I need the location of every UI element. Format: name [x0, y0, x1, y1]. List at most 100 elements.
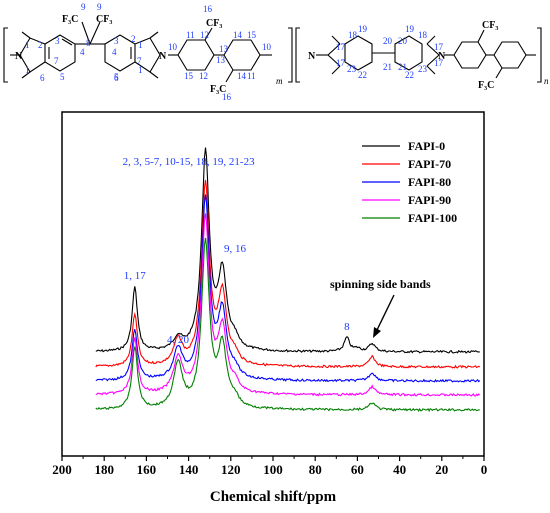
atom-n-3: N [308, 51, 316, 62]
peak-label-4: 8 [344, 321, 350, 333]
annotation-text: spinning side bands [330, 277, 431, 291]
carbon-number: 17 [336, 58, 346, 68]
carbon-number: 16 [222, 92, 232, 102]
carbon-number: 6 [114, 73, 119, 83]
atom-n-1: N [15, 51, 23, 62]
spectrum-fapi-0 [95, 147, 480, 354]
peak-labels: 1, 17 4, 20 2, 3, 5-7, 10-15, 18, 19, 21-2… [123, 156, 351, 346]
annotation-arrow [376, 294, 395, 331]
legend-label-fapi-80: FAPI-80 [408, 175, 451, 189]
carbon-number: 1 [25, 65, 30, 75]
carbon-number: 7 [137, 56, 142, 66]
carbon-number: 10 [168, 42, 178, 52]
structure-bracket-middle-right [288, 27, 293, 83]
legend-label-fapi-70: FAPI-70 [408, 157, 451, 171]
spectrum-fapi-70 [95, 179, 481, 369]
carbon-number: 14 [233, 30, 243, 40]
carbon-number: 19 [358, 24, 368, 34]
x-tick-label-0: 0 [481, 462, 488, 477]
peak-label-0: 1, 17 [124, 270, 147, 282]
structure-bracket-right [537, 27, 542, 83]
carbon-number: 17 [434, 58, 444, 68]
carbon-number: 13 [216, 55, 226, 65]
x-tick-label-80: 80 [309, 462, 322, 477]
spectrum-fapi-80 [95, 194, 481, 383]
structure-bracket-left [3, 27, 8, 83]
carbon-number: 5 [114, 72, 119, 82]
legend: FAPI-0 FAPI-70 FAPI-80 FAPI-90 FAPI-100 [362, 139, 457, 225]
x-axis-ticks: 200 180 160 140 120 100 80 60 40 20 0 [52, 456, 487, 477]
peak-label-3: 9, 16 [224, 243, 247, 255]
carbon-number: 1 [138, 40, 143, 50]
legend-label-fapi-100: FAPI-100 [408, 211, 457, 225]
carbon-number: 15 [247, 30, 257, 40]
structure-bracket-middle-left [295, 27, 300, 83]
carbon-number: 5 [60, 72, 65, 82]
subscript-n: n [544, 76, 549, 86]
carbon-number: 18 [348, 30, 358, 40]
peak-label-1: 4, 20 [167, 334, 190, 346]
carbon-number: 4 [80, 47, 85, 57]
spectrum-fapi-90 [95, 213, 481, 397]
carbon-number: 22 [358, 70, 367, 80]
substituent-f3c-1: F₃C [62, 14, 78, 25]
carbon-number: 12 [199, 71, 208, 81]
x-axis-title: Chemical shift/ppm [210, 489, 337, 505]
spectra-lines [95, 147, 481, 413]
x-tick-label-100: 100 [263, 462, 283, 477]
legend-label-fapi-0: FAPI-0 [408, 139, 445, 153]
imide-ring-2 [104, 31, 161, 79]
carbon-number: 2 [38, 40, 43, 50]
x-tick-label-160: 160 [137, 462, 157, 477]
substituent-f3c-2: F₃C [210, 84, 226, 95]
bpda-imide [316, 35, 454, 75]
subscript-m: m [276, 76, 283, 86]
carbon-number: 17 [336, 42, 346, 52]
biphenyl-cf3-2 [453, 29, 536, 79]
carbon-number: 23 [418, 64, 428, 74]
carbon-number: 23 [347, 64, 357, 74]
carbon-number: 1 [138, 65, 143, 75]
carbon-number: 18 [418, 30, 428, 40]
carbon-number: 1 [25, 40, 30, 50]
legend-label-fapi-90: FAPI-90 [408, 193, 451, 207]
carbon-number: 14 [237, 71, 247, 81]
biphenyl-cf3 [168, 27, 272, 83]
carbon-number: 11 [247, 71, 256, 81]
carbon-number: 12 [200, 30, 209, 40]
x-tick-label-180: 180 [94, 462, 114, 477]
atom-n-2: N [159, 51, 167, 62]
carbon-number: 3 [114, 36, 119, 46]
x-tick-label-20: 20 [435, 462, 448, 477]
carbon-number: 4 [112, 47, 117, 57]
substituent-cf3-1: CF₃ [96, 14, 112, 25]
carbon-number: 6 [40, 73, 45, 83]
substituent-f3c-3: F₃C [478, 80, 494, 91]
carbon-number: 17 [434, 42, 444, 52]
substituent-cf3-3: CF₃ [482, 20, 498, 31]
x-tick-label-60: 60 [351, 462, 364, 477]
carbon-number: 8 [86, 38, 91, 48]
x-tick-label-140: 140 [179, 462, 199, 477]
x-tick-label-120: 120 [221, 462, 241, 477]
spectrum-fapi-100 [95, 237, 480, 413]
x-tick-label-40: 40 [393, 462, 406, 477]
imide-ring-1 [10, 31, 76, 79]
carbon-number: 7 [54, 56, 59, 66]
carbon-number: 9 [81, 2, 86, 12]
atom-n-4: N [438, 51, 446, 62]
nmr-plot: 200 180 160 140 120 100 80 60 40 20 0 1, 174, 202,… [52, 111, 487, 505]
carbon-number: 22 [405, 70, 414, 80]
side-band-annotation: spinning side bands [330, 277, 431, 338]
peak-label-2: 2, 3, 5-7, 10-15, 18, 19, 21-23 [123, 156, 255, 168]
carbon-number: 20 [383, 36, 393, 46]
carbon-number: 19 [405, 24, 415, 34]
chemical-structure: N N N N F₃C CF₃ CF₃ F₃C CF₃ F₃C m n 1111… [3, 2, 549, 102]
x-tick-label-200: 200 [52, 462, 72, 477]
carbon-number: 20 [398, 36, 408, 46]
carbon-number: 21 [398, 62, 407, 72]
annotation-arrowhead [373, 327, 381, 338]
carbon-number: 9 [97, 2, 102, 12]
